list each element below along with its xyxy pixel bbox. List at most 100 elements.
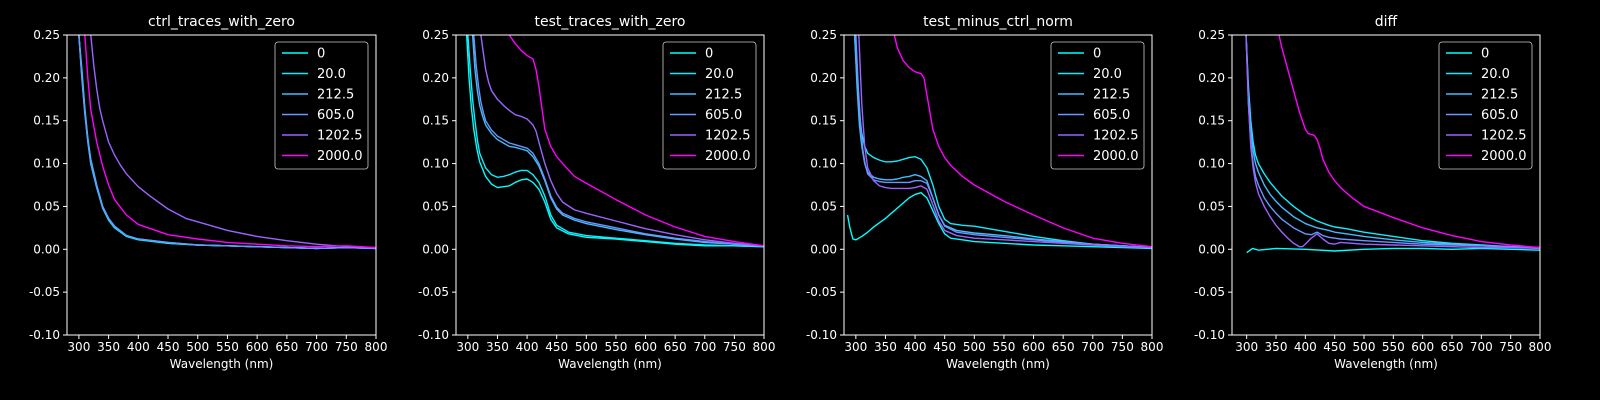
legend-label: 1202.5 xyxy=(1093,129,1139,144)
legend-label: 212.5 xyxy=(705,88,742,103)
x-axis-label: Wavelength (nm) xyxy=(1334,357,1438,371)
legend: 0 20.0 212.5 605.0 1202.5 2000.0 xyxy=(662,41,757,170)
x-tick-label: 750 xyxy=(335,340,358,354)
series-line-2000.0 xyxy=(893,35,1152,248)
chart-title: test_traces_with_zero xyxy=(535,14,686,30)
x-tick-label: 600 xyxy=(1411,340,1434,354)
y-tick-label: 0.25 xyxy=(1198,28,1225,42)
y-tick-label: -0.10 xyxy=(1194,328,1225,342)
legend-label: 1202.5 xyxy=(317,129,363,144)
y-tick-label: 0.05 xyxy=(1198,199,1225,213)
x-tick-label: 700 xyxy=(1470,340,1493,354)
y-tick-label: 0.05 xyxy=(810,199,837,213)
legend-label: 20.0 xyxy=(705,67,734,82)
x-tick-label: 700 xyxy=(305,340,328,354)
legend-label: 212.5 xyxy=(317,88,354,103)
y-tick-label: 0.10 xyxy=(1198,157,1225,171)
x-axis-label: Wavelength (nm) xyxy=(558,357,662,371)
axes-frame xyxy=(66,34,377,336)
y-tick-label: 0.20 xyxy=(422,71,449,85)
series-line-1202.5 xyxy=(1245,35,1540,250)
x-tick-label: 550 xyxy=(992,340,1015,354)
x-tick-label: 350 xyxy=(486,340,509,354)
x-tick-label: 800 xyxy=(365,340,388,354)
legend-label: 2000.0 xyxy=(1481,149,1527,164)
legend-label: 605.0 xyxy=(1093,108,1130,123)
x-axis-label: Wavelength (nm) xyxy=(946,357,1050,371)
legend-label: 20.0 xyxy=(1093,67,1122,82)
x-tick-label: 600 xyxy=(634,340,657,354)
series-line-212.5 xyxy=(1245,35,1540,249)
series-line-605.0 xyxy=(855,35,1152,249)
chart-panel-4: 300 350 400 450 500 550 600 650 700 750 800 -0.10 -0… xyxy=(1194,14,1552,371)
x-tick-label: 450 xyxy=(1323,340,1346,354)
series-line-20.0 xyxy=(1245,35,1540,249)
x-tick-label: 600 xyxy=(1022,340,1045,354)
y-tick-label: 0.00 xyxy=(33,242,60,256)
x-tick-label: 550 xyxy=(1382,340,1405,354)
legend-label: 20.0 xyxy=(317,67,346,82)
legend-label: 0 xyxy=(705,47,713,62)
x-tick-label: 350 xyxy=(1265,340,1288,354)
legend: 0 20.0 212.5 605.0 1202.5 2000.0 xyxy=(274,41,369,170)
x-tick-label: 450 xyxy=(933,340,956,354)
axes-frame xyxy=(1231,34,1541,336)
legend-label: 0 xyxy=(1093,47,1101,62)
legend-label: 2000.0 xyxy=(317,149,363,164)
y-tick-label: -0.05 xyxy=(29,285,60,299)
series-line-605.0 xyxy=(78,35,376,250)
x-tick-label: 300 xyxy=(456,340,479,354)
x-tick-label: 350 xyxy=(874,340,897,354)
y-tick-label: 0.05 xyxy=(422,199,449,213)
x-tick-label: 400 xyxy=(904,340,927,354)
y-tick-label: 0.00 xyxy=(1198,242,1225,256)
series-line-605.0 xyxy=(1245,35,1540,249)
y-tick-label: 0.15 xyxy=(1198,114,1225,128)
x-tick-label: 550 xyxy=(604,340,627,354)
series-line-20.0 xyxy=(853,35,1152,249)
y-tick-label: 0.20 xyxy=(810,71,837,85)
y-tick-label: 0.10 xyxy=(810,157,837,171)
x-tick-label: 400 xyxy=(1294,340,1317,354)
series-line-212.5 xyxy=(471,35,764,247)
legend-label: 605.0 xyxy=(705,108,742,123)
legend-label: 2000.0 xyxy=(1093,149,1139,164)
y-tick-label: -0.10 xyxy=(29,328,60,342)
x-tick-label: 450 xyxy=(157,340,180,354)
legend-label: 0 xyxy=(1481,47,1489,62)
y-tick-label: 0.20 xyxy=(1198,71,1225,85)
y-tick-label: 0.25 xyxy=(422,28,449,42)
series-line-1202.5 xyxy=(480,35,764,247)
series-line-0 xyxy=(1246,247,1540,254)
x-tick-label: 700 xyxy=(1081,340,1104,354)
y-tick-label: 0.10 xyxy=(33,157,60,171)
series-line-1202.5 xyxy=(90,35,376,249)
legend: 0 20.0 212.5 605.0 1202.5 2000.0 xyxy=(1050,41,1145,170)
y-tick-label: 0.15 xyxy=(810,114,837,128)
series-line-0 xyxy=(465,35,764,248)
legend-label: 1202.5 xyxy=(1481,129,1527,144)
y-tick-label: -0.05 xyxy=(806,285,837,299)
x-tick-label: 650 xyxy=(664,340,687,354)
chart-panel-3: 300 350 400 450 500 550 600 650 700 750 800 -0.10 -0… xyxy=(806,14,1164,371)
legend-label: 605.0 xyxy=(317,108,354,123)
x-tick-label: 500 xyxy=(963,340,986,354)
series-line-0 xyxy=(846,192,1152,250)
x-axis-label: Wavelength (nm) xyxy=(170,357,274,371)
x-tick-label: 500 xyxy=(1353,340,1376,354)
y-tick-label: 0.00 xyxy=(810,242,837,256)
x-tick-label: 350 xyxy=(97,340,120,354)
legend-label: 20.0 xyxy=(1481,67,1510,82)
y-tick-label: 0.10 xyxy=(422,157,449,171)
y-tick-label: 0.00 xyxy=(422,242,449,256)
x-tick-label: 650 xyxy=(275,340,298,354)
x-tick-label: 750 xyxy=(1499,340,1522,354)
legend: 0 20.0 212.5 605.0 1202.5 2000.0 xyxy=(1438,41,1533,170)
x-tick-label: 800 xyxy=(1141,340,1164,354)
legend-label: 1202.5 xyxy=(705,129,751,144)
x-tick-label: 800 xyxy=(1529,340,1552,354)
legend-label: 212.5 xyxy=(1093,88,1130,103)
x-tick-label: 500 xyxy=(186,340,209,354)
y-tick-label: -0.05 xyxy=(418,285,449,299)
